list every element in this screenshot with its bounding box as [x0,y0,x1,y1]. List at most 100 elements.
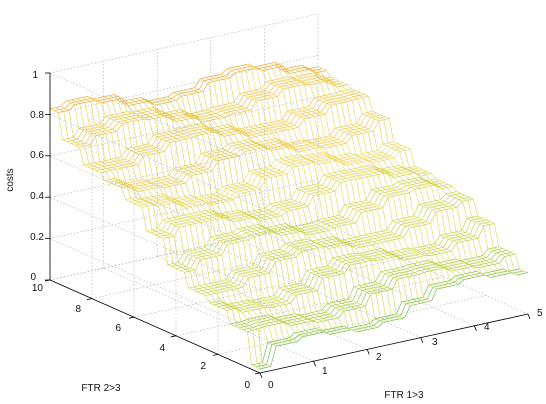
surface-col-line [274,62,486,276]
x-tick-mark [366,349,370,355]
surface-col-line [291,67,502,276]
surface-col-line [232,67,443,289]
surface-col-line [312,67,523,275]
y-tick-mark [212,354,219,356]
surface-col-line [157,98,368,330]
surface-col-line [296,66,507,275]
grid-line [175,276,445,337]
y-tick-label: 8 [75,304,81,315]
x-axis-line [259,313,529,374]
surface-col-line [146,101,357,333]
surface-col-line [280,69,491,278]
surface-col-line [140,97,352,330]
surface-row-line [54,63,323,111]
surface-col-line [108,95,320,334]
surface-col-line [253,66,464,280]
surface-col-line [199,78,411,306]
surface-col-line [264,64,475,278]
surface-col-line [194,87,405,318]
x-tick-label: 5 [537,308,543,319]
grid-line [49,179,319,239]
surface-col-line [135,98,346,332]
y-axis-label: FTR 2>3 [81,383,121,394]
surface-col-line [269,63,480,277]
surface-col-line [65,100,277,347]
surface-row-line [79,79,348,148]
x-tick-mark [527,313,531,320]
y-tick-mark [86,298,93,300]
surface-col-line [71,99,282,346]
x-tick-mark [420,337,424,343]
grid-line [103,267,314,362]
surface-col-line [221,73,432,302]
surface-mesh [49,61,529,370]
surface-row-line [209,215,478,306]
axes-box [44,72,531,379]
z-tick-label: 0.6 [30,150,44,161]
x-tick-mark [474,325,477,331]
surface-col-line [248,63,459,285]
surface-col-line [87,96,298,342]
z-tick-label: 0.2 [30,232,44,243]
surface-col-line [242,64,454,286]
surface-col-line [60,106,271,367]
grid-line [217,295,487,355]
y-tick-mark [254,372,261,375]
grid-line [133,257,403,318]
surface-row-line [184,184,453,273]
surface-col-line [178,91,389,322]
surface-col-line [205,77,416,305]
surface-row-line [49,61,319,110]
surface-col-line [210,76,421,304]
surface-col-line [119,101,330,335]
surface-col-line [307,68,518,276]
y-tick-mark [170,335,177,338]
z-tick-label: 1 [32,70,38,81]
surface-row-line [62,72,331,140]
grid-line [49,96,319,157]
x-tick-label: 1 [322,366,328,377]
surface-col-line [162,97,373,329]
surface-col-line [151,99,362,332]
grid-line [49,220,319,281]
x-tick-mark [313,361,316,367]
surface-col-line [82,97,293,343]
z-tick-label: 0.8 [30,110,44,121]
x-tick-label: 4 [484,322,490,333]
y-tick-label: 4 [159,343,165,354]
grid-line [91,239,361,299]
surface-col-line [114,94,325,333]
surface-col-line [317,66,529,273]
surface-col-line [258,65,470,279]
z-tick-label: 0.4 [30,191,44,202]
surface-col-line [49,108,261,370]
surface-col-line [92,98,304,337]
surface-col-line [55,107,266,368]
grid-line [49,13,319,74]
surface-col-line [226,68,438,290]
y-tick-label: 2 [200,361,206,372]
z-tick-label: 0 [30,272,36,283]
surface-col-line [103,96,314,335]
surface-col-line [285,68,496,277]
z-axis-label: costs [5,168,16,191]
x-tick-label: 0 [268,380,274,391]
surface-col-line [76,98,287,345]
grid-lines [49,13,529,374]
surface-col-line [183,89,395,321]
x-tick-mark [259,372,263,379]
surface-row-line [70,76,340,144]
surface-row-line [230,246,499,325]
surface-col-line [98,97,309,336]
x-axis-label: FTR 1>3 [384,390,424,401]
surface-row-line [121,118,390,193]
surface-col-line [237,66,448,287]
y-axis-line [49,279,261,374]
grid-line [210,244,421,338]
surface-col-line [124,100,336,334]
surface-col-line [167,96,379,328]
surface-col-line [301,64,513,273]
surface-col-line [130,99,341,333]
surface-col-line [189,88,400,320]
